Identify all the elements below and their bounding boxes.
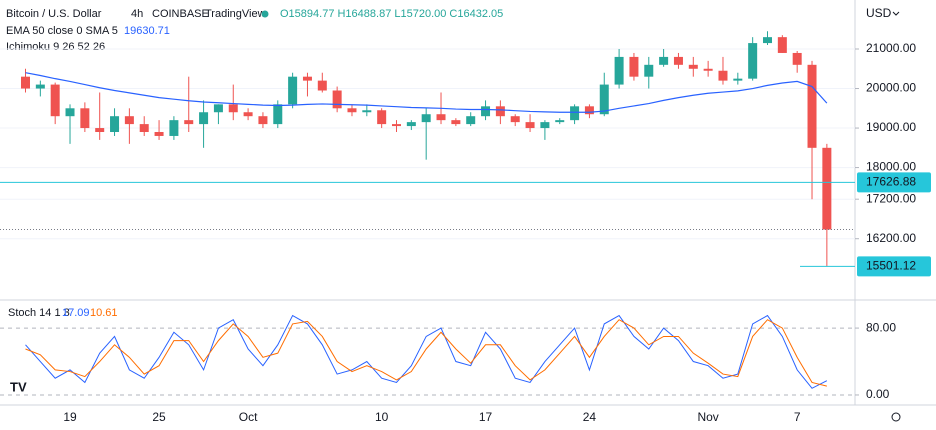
currency[interactable]: USD bbox=[866, 6, 892, 20]
y-tick-label: 80.00 bbox=[866, 320, 896, 334]
y-tick-label: 19000.00 bbox=[866, 120, 916, 134]
logo: TV bbox=[10, 379, 27, 394]
candle-body bbox=[807, 64, 817, 148]
candle-body bbox=[451, 120, 461, 125]
candle-body bbox=[481, 106, 491, 117]
candle-body bbox=[614, 56, 624, 85]
x-tick-label: 10 bbox=[375, 410, 389, 424]
y-tick-label: 16200.00 bbox=[866, 231, 916, 245]
y-tick-label: 0.00 bbox=[866, 387, 890, 401]
level-label: 15501.12 bbox=[866, 259, 916, 273]
candle-body bbox=[124, 116, 134, 125]
candle-body bbox=[599, 84, 609, 115]
candle-body bbox=[258, 116, 268, 125]
candle-body bbox=[525, 122, 535, 129]
x-tick-label: 24 bbox=[583, 410, 597, 424]
candle-body bbox=[347, 108, 357, 113]
candle-body bbox=[199, 112, 209, 125]
candle-body bbox=[377, 110, 387, 125]
candle-body bbox=[95, 128, 105, 133]
x-tick-label: 19 bbox=[63, 410, 77, 424]
stoch-line bbox=[25, 314, 828, 389]
candle-body bbox=[35, 84, 45, 89]
status-dot bbox=[261, 10, 269, 18]
stoch-d-value: 10.61 bbox=[90, 307, 118, 319]
candle-body bbox=[466, 116, 476, 125]
x-tick-label: Nov bbox=[697, 410, 718, 424]
candle-body bbox=[777, 37, 787, 53]
settings-icon[interactable] bbox=[891, 412, 901, 422]
ichimoku-label: Ichimoku 9 26 52 26 bbox=[6, 41, 105, 53]
source: TradingView bbox=[205, 8, 266, 20]
candle-body bbox=[718, 70, 728, 81]
x-tick-label: 25 bbox=[152, 410, 166, 424]
candle-body bbox=[540, 122, 550, 129]
candle-body bbox=[50, 84, 60, 117]
symbol: Bitcoin / U.S. Dollar bbox=[6, 8, 102, 20]
x-tick-label: 17 bbox=[479, 410, 493, 424]
level-label: 17626.88 bbox=[866, 174, 916, 188]
candle-body bbox=[748, 43, 758, 79]
candle-body bbox=[406, 122, 416, 127]
candle-body bbox=[362, 110, 372, 113]
candle-body bbox=[659, 56, 669, 65]
x-tick-label: 7 bbox=[794, 410, 801, 424]
candle-body bbox=[392, 124, 401, 127]
candle-body bbox=[510, 116, 520, 123]
candle-body bbox=[792, 52, 802, 65]
stoch-line bbox=[25, 319, 827, 387]
level-label-box bbox=[857, 172, 931, 193]
candle-body bbox=[65, 108, 75, 117]
interval: 4h bbox=[131, 8, 143, 20]
candle-body bbox=[332, 90, 342, 109]
candle-body bbox=[21, 76, 30, 89]
candle-body bbox=[228, 104, 238, 113]
candle-body bbox=[302, 76, 312, 81]
exchange: COINBASE bbox=[152, 8, 209, 20]
x-tick-label: Oct bbox=[239, 410, 258, 424]
candle-body bbox=[154, 132, 164, 136]
candle-body bbox=[421, 114, 431, 123]
stoch-title: Stoch 14 1 3 bbox=[8, 307, 70, 319]
ohlc: O15894.77 H16488.87 L15720.00 C16432.05 bbox=[280, 8, 503, 20]
candle-body bbox=[436, 114, 446, 121]
candle-body bbox=[688, 64, 698, 69]
candle-body bbox=[139, 124, 149, 133]
candle-body bbox=[644, 64, 654, 77]
y-tick-label: 21000.00 bbox=[866, 41, 916, 55]
candle-body bbox=[184, 120, 194, 125]
candle-body bbox=[80, 108, 90, 129]
candle-body bbox=[169, 120, 179, 136]
stoch-k-value: 17.09 bbox=[62, 307, 90, 319]
candle-body bbox=[213, 104, 223, 113]
candle-body bbox=[495, 106, 505, 117]
candle-body bbox=[243, 112, 253, 117]
candle-body bbox=[288, 76, 298, 105]
y-tick-label: 18000.00 bbox=[866, 160, 916, 174]
ema-value: 19630.71 bbox=[124, 25, 170, 37]
candle-body bbox=[570, 106, 580, 121]
ema-label: EMA 50 close 0 SMA 5 bbox=[6, 25, 118, 37]
candle-body bbox=[629, 56, 639, 77]
currency-caret[interactable] bbox=[892, 11, 900, 16]
candle-body bbox=[673, 56, 683, 65]
candle-body bbox=[273, 104, 283, 125]
candle-body bbox=[584, 106, 594, 115]
candle-body bbox=[110, 116, 120, 133]
y-tick-label: 17200.00 bbox=[866, 191, 916, 205]
candle-body bbox=[555, 120, 565, 123]
level-label-box bbox=[857, 256, 931, 277]
ema-line bbox=[25, 72, 828, 113]
y-tick-label: 20000.00 bbox=[866, 81, 916, 95]
candle-body bbox=[763, 37, 772, 44]
candle-body bbox=[317, 80, 327, 91]
candle-body bbox=[703, 68, 713, 71]
candle-body bbox=[822, 147, 832, 230]
candle-body bbox=[733, 78, 743, 81]
